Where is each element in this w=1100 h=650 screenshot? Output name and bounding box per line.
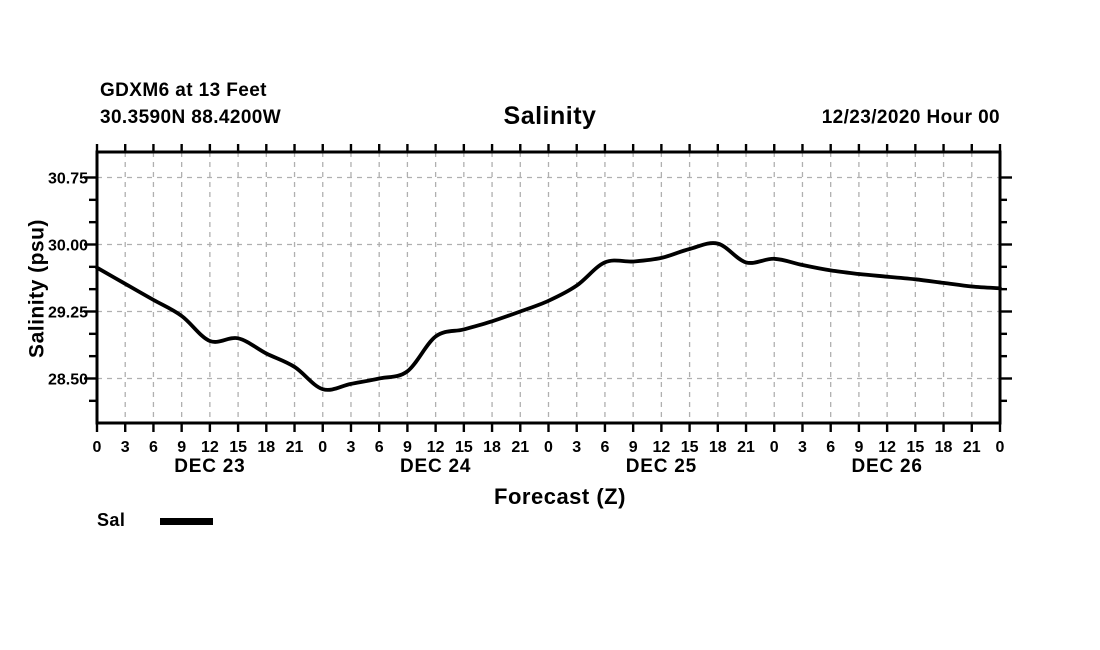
x-date-label: DEC 23 bbox=[174, 456, 245, 477]
x-tick-label: 6 bbox=[600, 439, 609, 456]
x-tick-label: 0 bbox=[770, 439, 779, 456]
y-tick-label: 29.25 bbox=[48, 304, 88, 321]
x-tick-label: 3 bbox=[347, 439, 356, 456]
salinity-line bbox=[95, 241, 1002, 392]
legend-label: Sal bbox=[97, 510, 126, 530]
x-tick-label: 3 bbox=[121, 439, 130, 456]
station-coordinates: 30.3590N 88.4200W bbox=[100, 107, 282, 128]
x-date-label: DEC 26 bbox=[851, 456, 922, 477]
legend-line-swatch bbox=[160, 518, 213, 525]
y-tick-label: 30.75 bbox=[48, 171, 88, 188]
x-tick-label: 9 bbox=[629, 439, 638, 456]
x-tick-label: 12 bbox=[878, 439, 896, 456]
x-date-label: DEC 24 bbox=[400, 456, 471, 477]
x-tick-label: 9 bbox=[177, 439, 186, 456]
x-tick-label: 0 bbox=[318, 439, 327, 456]
y-tick-label: 30.00 bbox=[48, 237, 88, 254]
x-axis-label: Forecast (Z) bbox=[494, 484, 626, 509]
station-name: GDXM6 at 13 Feet bbox=[100, 80, 267, 101]
x-tick-label: 12 bbox=[201, 439, 219, 456]
x-tick-label: 6 bbox=[826, 439, 835, 456]
x-tick-label: 0 bbox=[93, 439, 102, 456]
x-tick-label: 9 bbox=[403, 439, 412, 456]
x-tick-label: 15 bbox=[681, 439, 699, 456]
x-tick-label: 6 bbox=[149, 439, 158, 456]
forecast-run-datetime: 12/23/2020 Hour 00 bbox=[821, 107, 1000, 128]
x-tick-label: 15 bbox=[906, 439, 924, 456]
x-tick-label: 3 bbox=[798, 439, 807, 456]
x-tick-label: 21 bbox=[963, 439, 981, 456]
x-tick-label: 18 bbox=[483, 439, 501, 456]
chart-title: Salinity bbox=[503, 102, 597, 130]
x-tick-label: 21 bbox=[511, 439, 529, 456]
x-tick-label: 18 bbox=[257, 439, 275, 456]
x-tick-label: 12 bbox=[652, 439, 670, 456]
x-tick-label: 18 bbox=[709, 439, 727, 456]
x-tick-label: 0 bbox=[996, 439, 1005, 456]
x-tick-label: 15 bbox=[455, 439, 473, 456]
x-tick-label: 12 bbox=[427, 439, 445, 456]
x-tick-label: 6 bbox=[375, 439, 384, 456]
x-tick-label: 21 bbox=[737, 439, 755, 456]
x-tick-label: 18 bbox=[935, 439, 953, 456]
x-tick-label: 15 bbox=[229, 439, 247, 456]
x-tick-label: 9 bbox=[854, 439, 863, 456]
y-tick-label: 28.50 bbox=[48, 371, 88, 388]
x-tick-label: 0 bbox=[544, 439, 553, 456]
x-date-label: DEC 25 bbox=[626, 456, 697, 477]
x-tick-label: 3 bbox=[572, 439, 581, 456]
x-tick-label: 21 bbox=[286, 439, 304, 456]
